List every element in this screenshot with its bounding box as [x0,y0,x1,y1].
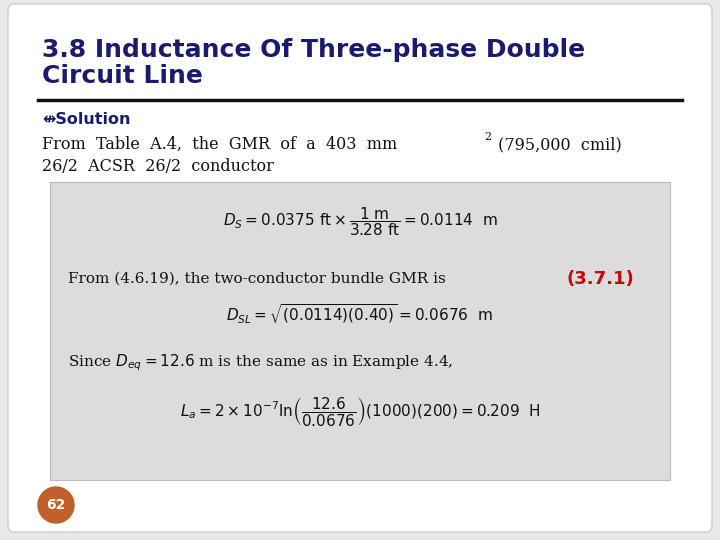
Text: 62: 62 [46,498,66,512]
Circle shape [38,487,74,523]
Text: 2: 2 [484,132,491,142]
Text: ↮Solution: ↮Solution [42,112,130,127]
Text: 3.8 Inductance Of Three-phase Double: 3.8 Inductance Of Three-phase Double [42,38,585,62]
Text: From  Table  A.4,  the  GMR  of  a  403  mm: From Table A.4, the GMR of a 403 mm [42,136,397,153]
Text: $D_S = 0.0375\ \mathrm{ft} \times \dfrac{1\ \mathrm{m}}{3.28\ \mathrm{ft}} = 0.0: $D_S = 0.0375\ \mathrm{ft} \times \dfrac… [222,205,498,238]
Text: $D_{SL} = \sqrt{(0.0114)(0.40)} = 0.0676\ \ \mathrm{m}$: $D_{SL} = \sqrt{(0.0114)(0.40)} = 0.0676… [227,302,493,326]
Bar [50,182,670,480]
Text: (795,000  cmil): (795,000 cmil) [493,136,622,153]
Text: From (4.6.19), the two-conductor bundle GMR is: From (4.6.19), the two-conductor bundle … [68,272,446,286]
Text: Circuit Line: Circuit Line [42,64,203,88]
FancyBboxPatch shape [8,4,712,532]
Text: Since $D_{eq} = 12.6$ m is the same as in Example 4.4,: Since $D_{eq} = 12.6$ m is the same as i… [68,352,454,373]
Text: 26/2  ACSR  26/2  conductor: 26/2 ACSR 26/2 conductor [42,158,274,175]
Text: (3.7.1): (3.7.1) [566,270,634,288]
Text: $L_a = 2 \times 10^{-7} \ln\!\left(\dfrac{12.6}{0.0676}\right)(1000)(200) = 0.20: $L_a = 2 \times 10^{-7} \ln\!\left(\dfra… [179,395,541,428]
